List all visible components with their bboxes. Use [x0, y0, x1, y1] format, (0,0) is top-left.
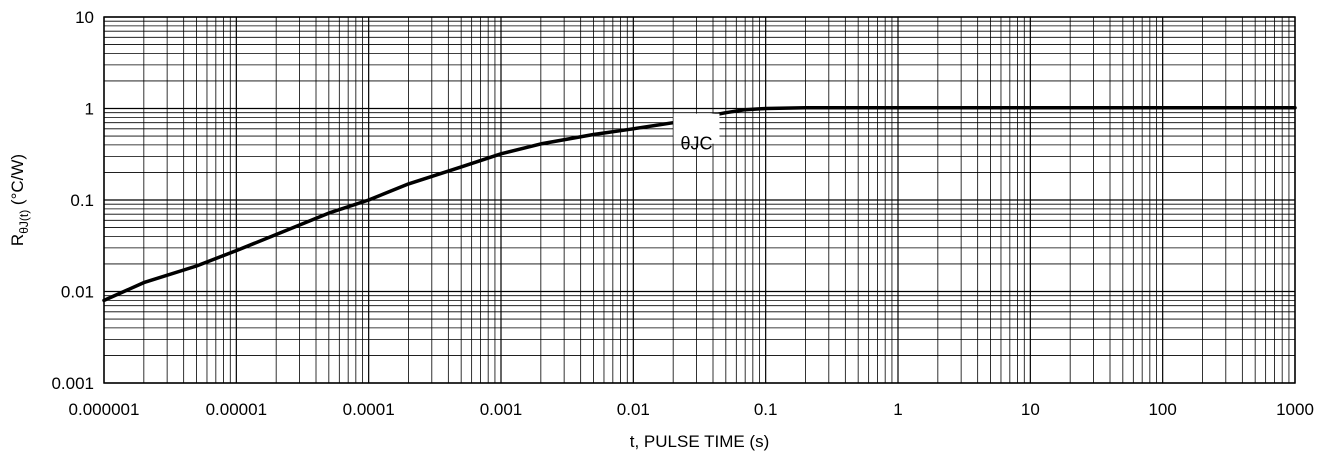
y-axis-title-main: R — [8, 234, 27, 246]
plot-border — [103, 16, 1296, 384]
x-tick-label: 100 — [1148, 400, 1176, 419]
y-tick-label: 0.01 — [61, 283, 94, 302]
y-axis-title-subscript: θJ(t) — [17, 210, 31, 234]
x-tick-label: 0.1 — [754, 400, 778, 419]
y-tick-label: 0.1 — [70, 191, 94, 210]
y-tick-label: 1 — [85, 100, 94, 119]
y-tick-labels: 0.001 0.01 0.1 1 10 — [51, 8, 94, 393]
x-tick-label: 1 — [893, 400, 902, 419]
y-axis-title-units: (°C/W) — [8, 154, 27, 210]
x-tick-label: 0.000001 — [69, 400, 140, 419]
x-axis-title: t, PULSE TIME (s) — [630, 432, 770, 451]
x-tick-label: 10 — [1021, 400, 1040, 419]
x-tick-label: 0.00001 — [206, 400, 267, 419]
x-tick-label: 0.01 — [617, 400, 650, 419]
series-line — [102, 105, 1297, 303]
x-tick-label: 1000 — [1276, 400, 1314, 419]
x-tick-labels: 0.000001 0.00001 0.0001 0.001 0.01 0.1 1 10 100 1… — [69, 400, 1314, 419]
x-tick-label: 0.0001 — [343, 400, 395, 419]
x-tick-label: 0.001 — [480, 400, 523, 419]
y-axis-title: RθJ(t) (°C/W) — [8, 154, 31, 246]
y-tick-label: 0.001 — [51, 374, 94, 393]
annotation-label: θJC — [680, 134, 712, 154]
annotation-layer: θJC — [673, 113, 720, 154]
annotation-background — [673, 113, 720, 144]
y-tick-label: 10 — [75, 8, 94, 27]
series-layer — [102, 105, 1297, 303]
